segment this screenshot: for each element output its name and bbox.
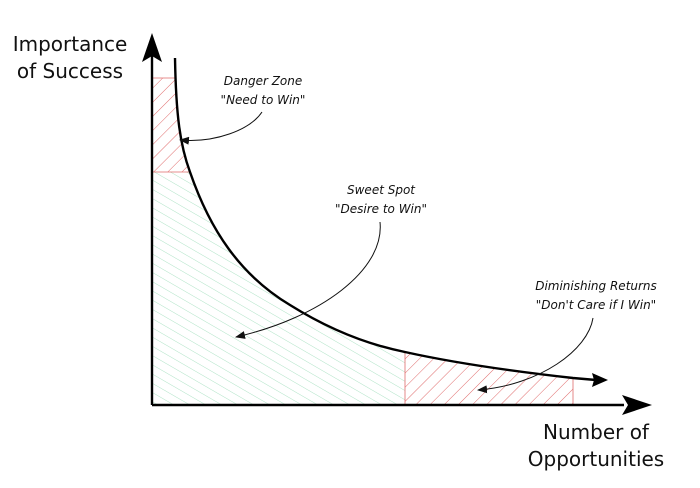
diminishing-returns-quote: "Don't Care if I Win" <box>536 298 656 312</box>
y-axis-title-line1: Importance <box>13 32 128 56</box>
curve-arrowhead <box>592 373 608 387</box>
diminishing-returns-pointer <box>477 317 594 394</box>
diminishing-returns-title: Diminishing Returns <box>535 279 657 293</box>
x-axis-title-line2: Opportunities <box>528 447 664 471</box>
x-axis-title-line1: Number of <box>543 420 650 444</box>
danger-zone-quote: "Need to Win" <box>221 93 306 107</box>
danger-zone-title: Danger Zone <box>224 74 303 88</box>
sweet-spot-title: Sweet Spot <box>347 183 416 197</box>
success-curve <box>173 57 597 382</box>
sweet-spot-quote: "Desire to Win" <box>335 202 427 216</box>
diminishing-returns-region <box>404 351 574 406</box>
y-axis-title-line2: of Success <box>17 59 123 83</box>
x-axis-arrowhead <box>622 395 652 415</box>
danger-zone-pointer <box>179 111 263 145</box>
y-axis-arrowhead <box>142 33 162 62</box>
sweet-spot-pointer <box>235 221 381 339</box>
